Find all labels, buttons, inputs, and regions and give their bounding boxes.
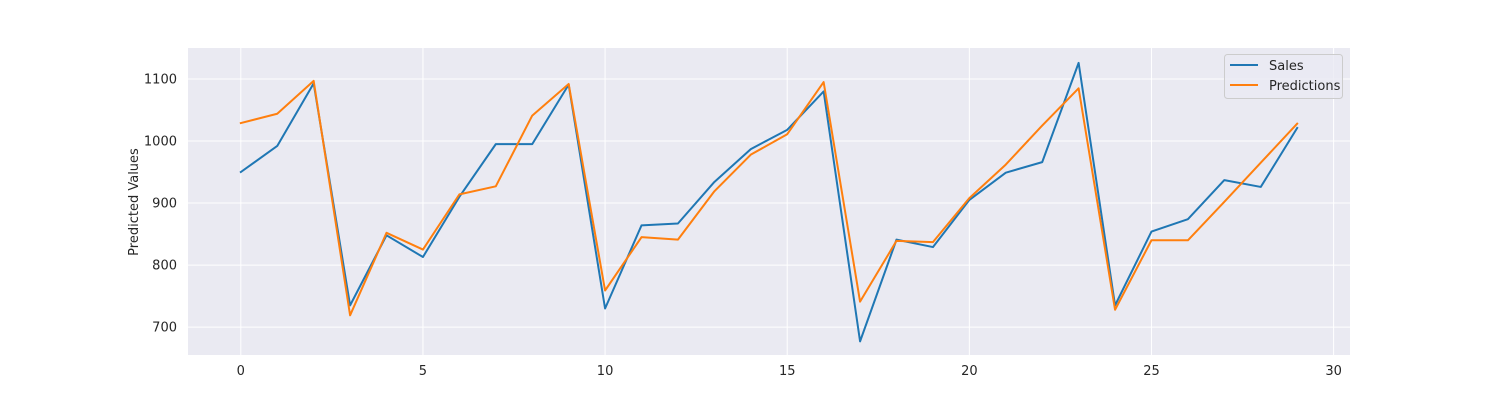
x-tick-label: 25 [1143,364,1160,379]
tick-labels: 0 5 10 15 20 25 30 700 800 900 1000 1100 [144,73,1342,379]
x-tick-label: 0 [237,364,245,379]
x-tick-label: 10 [597,364,614,379]
x-tick-label: 20 [961,364,978,379]
x-tick-label: 15 [779,364,796,379]
x-tick-label: 30 [1325,364,1342,379]
y-axis-label: Predicted Values [127,148,142,256]
series-line-sales [239,61,1299,343]
x-tick-label: 5 [419,364,427,379]
y-tick-label: 1000 [144,135,177,150]
series-line-predictions [239,79,1299,317]
legend: Sales Predictions [1224,54,1343,99]
series-lines [239,61,1299,343]
legend-label-predictions: Predictions [1269,79,1341,94]
plot-background [188,48,1350,355]
legend-label-sales: Sales [1269,59,1304,74]
y-tick-label: 700 [152,321,177,336]
y-tick-label: 900 [152,197,177,212]
y-tick-label: 800 [152,259,177,274]
y-tick-label: 1100 [144,73,177,88]
